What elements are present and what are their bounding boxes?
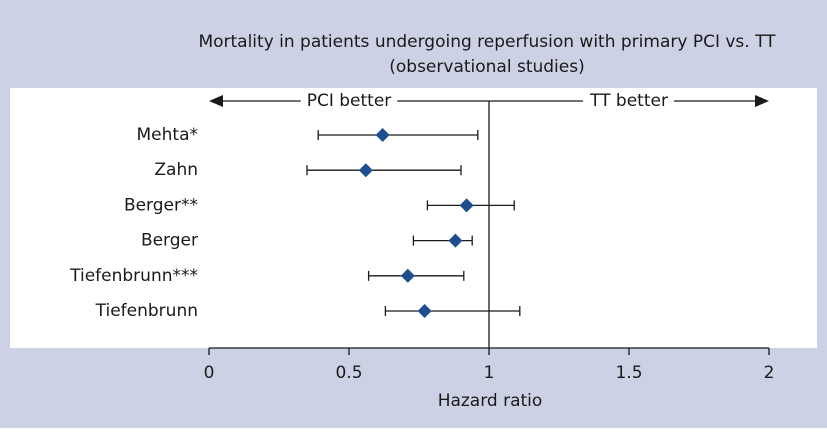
chart-subtitle: (observational studies) — [389, 57, 584, 77]
y-tick-label: Zahn — [154, 160, 198, 180]
annotation: TT better — [589, 91, 668, 111]
point-estimate — [448, 233, 463, 248]
point-estimate — [417, 304, 432, 318]
plot-area — [10, 88, 817, 348]
y-tick-label: Berger** — [124, 195, 198, 215]
point-estimate — [375, 128, 390, 142]
x-axis-label: Hazard ratio — [438, 391, 543, 411]
x-tick-label: 0.5 — [335, 363, 362, 383]
y-tick-label: Tiefenbrunn*** — [69, 266, 198, 286]
y-tick-label: Tiefenbrunn — [95, 301, 198, 321]
x-tick-label: 1.5 — [615, 363, 642, 383]
x-tick-label: 0 — [204, 363, 215, 383]
y-tick-label: Mehta* — [137, 125, 198, 145]
x-tick-label: 1 — [484, 363, 495, 383]
arrow-head — [209, 95, 223, 107]
x-tick-label: 2 — [764, 363, 775, 383]
arrow-head — [755, 95, 769, 107]
point-estimate — [400, 268, 415, 283]
point-estimate — [459, 198, 474, 213]
chart-title: Mortality in patients undergoing reperfu… — [198, 32, 776, 52]
annotation: PCI better — [307, 91, 392, 111]
y-tick-label: Berger — [141, 231, 198, 251]
point-estimate — [358, 163, 373, 178]
